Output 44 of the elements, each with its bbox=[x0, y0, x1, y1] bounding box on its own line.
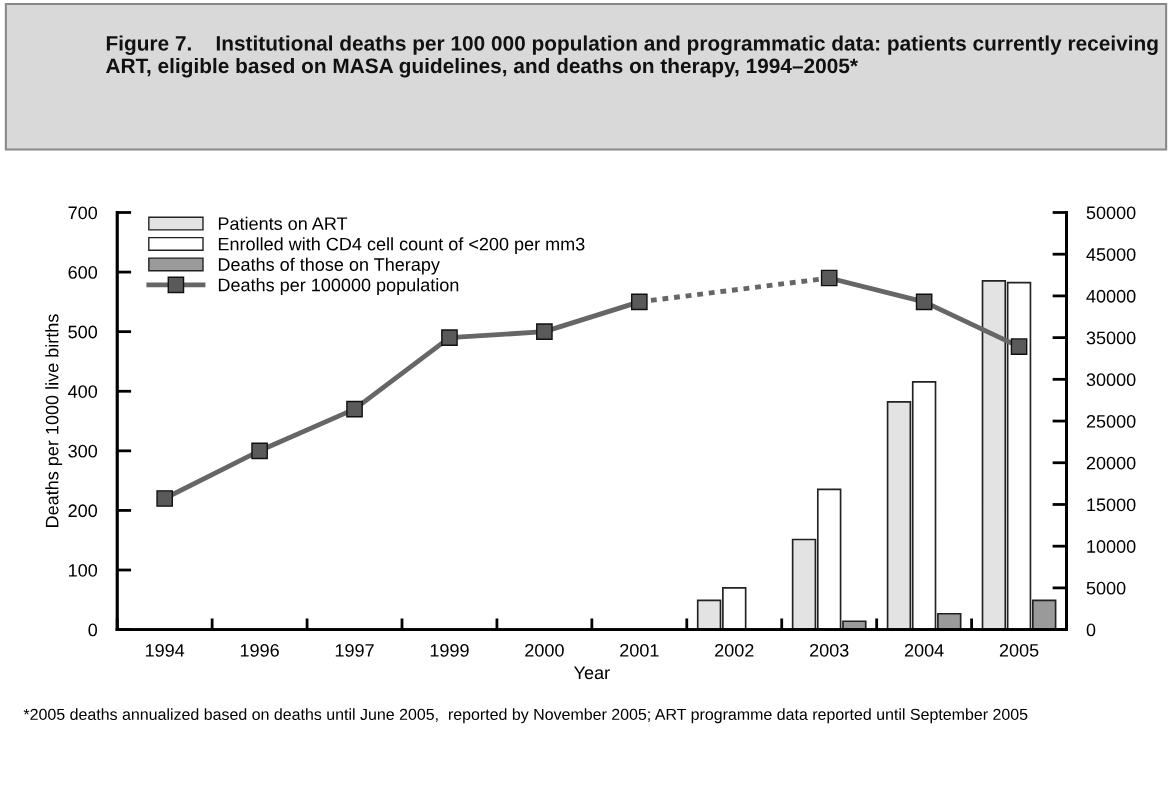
x-tick-label: 1996 bbox=[240, 643, 279, 657]
y-tick-label: 700 bbox=[68, 206, 98, 220]
point bbox=[441, 329, 458, 346]
y2-tick-label: 35000 bbox=[1086, 331, 1136, 345]
x-tick-label: 1999 bbox=[430, 643, 469, 657]
y2-tick-label: 0 bbox=[1086, 623, 1096, 637]
legend-label: Patients on ART bbox=[218, 216, 348, 231]
point bbox=[251, 442, 268, 460]
point bbox=[1010, 338, 1028, 355]
point bbox=[915, 293, 933, 311]
text: *2005 deaths annualized based on deaths until June 2005, reported by November 2005; ART programme data reported until September 2005 bbox=[23, 708, 1028, 724]
point bbox=[156, 490, 174, 507]
x-tick-label: 2005 bbox=[999, 643, 1039, 657]
y-tick-label: 0 bbox=[88, 623, 98, 637]
x-tick-label: 2002 bbox=[715, 643, 754, 657]
legend-label: Enrolled with CD4 cell count of <200 per mm3 bbox=[218, 237, 585, 255]
chart-title: Figure 7. Institutional deaths per 100 000 population and programmatic data: patients currently receiving ART, eligible based on MASA guidelines, and deaths on therapy, 1994–2005* bbox=[106, 35, 1158, 78]
y2-tick-label: 10000 bbox=[1087, 540, 1136, 553]
x-tick-label: 2003 bbox=[810, 643, 849, 657]
point bbox=[536, 323, 553, 340]
y2-tick-label: 50000 bbox=[1086, 206, 1136, 220]
x-tick-label: 2000 bbox=[525, 643, 564, 657]
y-tick-label: 300 bbox=[68, 444, 98, 458]
x-tick-label: 1994 bbox=[145, 643, 185, 657]
x-tick-label: 2001 bbox=[620, 643, 659, 657]
y-tick-label: 400 bbox=[68, 385, 98, 398]
legend-label: Deaths of those on Therapy bbox=[218, 257, 440, 275]
x-tick-label: 1997 bbox=[335, 643, 374, 657]
y2-tick-label: 40000 bbox=[1086, 289, 1136, 303]
y-tick-label: 600 bbox=[68, 266, 98, 279]
y-axis-title: Deaths per 1000 live births bbox=[45, 314, 63, 527]
y-tick-label: 500 bbox=[68, 325, 98, 339]
y2-tick-label: 20000 bbox=[1086, 456, 1136, 470]
legend-label: Deaths per 100000 population bbox=[218, 278, 459, 295]
x-tick-label: 2004 bbox=[904, 643, 944, 657]
y2-tick-label: 45000 bbox=[1086, 248, 1136, 261]
y2-tick-label: 15000 bbox=[1087, 498, 1136, 512]
y2-tick-label: 5000 bbox=[1086, 581, 1126, 595]
y-tick-label: 100 bbox=[69, 563, 98, 577]
x-axis-title: Year bbox=[574, 666, 610, 680]
y2-tick-label: 30000 bbox=[1086, 373, 1136, 387]
point bbox=[346, 400, 363, 418]
y-tick-label: 200 bbox=[68, 504, 98, 518]
y2-tick-label: 25000 bbox=[1086, 414, 1136, 428]
